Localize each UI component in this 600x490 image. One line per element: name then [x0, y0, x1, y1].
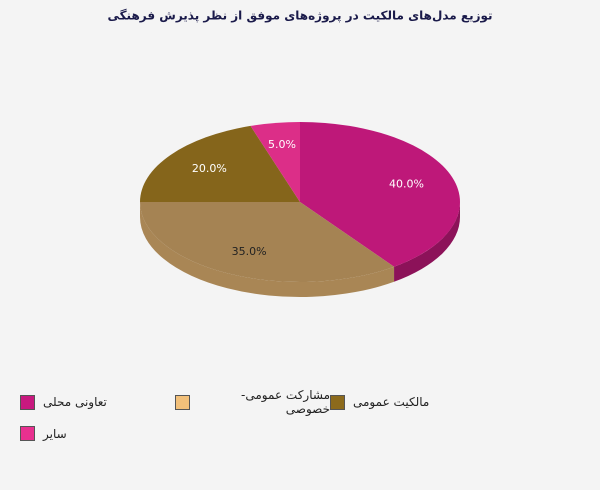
slice-side [140, 202, 395, 298]
chart-title: توزیع مدل‌های مالکیت در پروژه‌های موفق ا… [107, 9, 492, 24]
data-label: 40.0% [389, 178, 424, 191]
legend-swatch [20, 394, 35, 410]
legend-swatch [330, 394, 345, 410]
legend-label: سایر [43, 426, 67, 441]
legend-label: مالکیت عمومی [353, 395, 430, 409]
legend-label: تعاونی محلی [43, 395, 107, 409]
slice [250, 122, 300, 202]
data-label: 35.0% [232, 245, 267, 258]
slice [300, 122, 461, 267]
legend-item: تعاونی محلی [20, 388, 175, 416]
legend-item: مالکیت عمومی [330, 388, 485, 416]
data-label: 20.0% [192, 162, 227, 175]
legend: تعاونی محلی مشارکت عمومی-خصوصی مالکیت عموم… [20, 388, 490, 441]
data-label: 5.0% [268, 138, 296, 151]
slice-side [394, 202, 460, 282]
legend-label: مشارکت عمومی-خصوصی [241, 388, 330, 416]
legend-item: سایر [20, 426, 175, 441]
chart: توزیع مدل‌های مالکیت در پروژه‌های موفق ا… [107, 9, 493, 298]
legend-item: مشارکت عمومی-خصوصی [175, 388, 330, 416]
slice [140, 125, 300, 202]
legend-swatch [175, 394, 190, 410]
slice [140, 202, 395, 283]
legend-swatch [20, 426, 35, 441]
